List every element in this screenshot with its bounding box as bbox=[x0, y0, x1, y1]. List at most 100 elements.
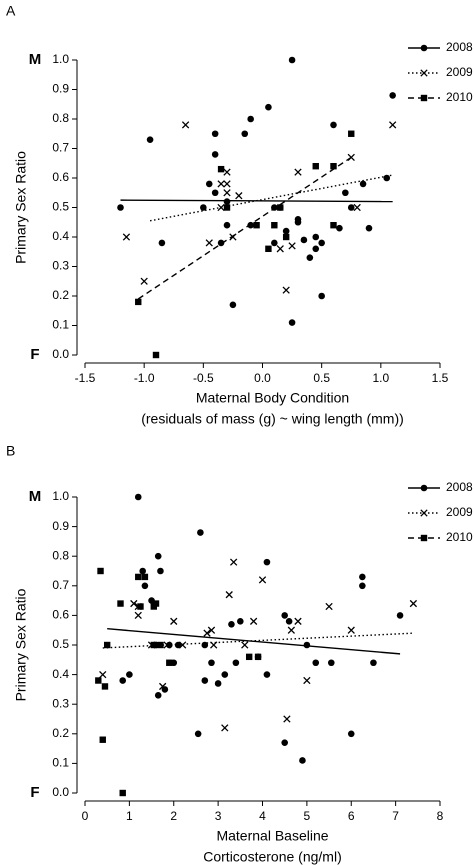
marker-square bbox=[95, 677, 102, 684]
marker-x bbox=[217, 203, 225, 212]
trend-line bbox=[107, 628, 401, 655]
marker-square bbox=[150, 641, 157, 649]
marker-circle bbox=[158, 239, 166, 247]
marker-circle bbox=[211, 189, 219, 197]
marker-x bbox=[249, 617, 258, 625]
marker-circle bbox=[330, 121, 337, 129]
x-tick-label: 2 bbox=[170, 809, 177, 823]
y-tick-label: 0.0 bbox=[52, 785, 69, 799]
marker-circle bbox=[211, 151, 219, 158]
marker-circle bbox=[303, 641, 311, 649]
marker-x bbox=[282, 286, 290, 294]
marker-square bbox=[119, 789, 126, 797]
marker-square bbox=[135, 573, 142, 581]
marker-circle bbox=[241, 130, 249, 138]
legend-label: 2008 bbox=[446, 40, 473, 54]
marker-circle bbox=[205, 180, 213, 188]
marker-square bbox=[245, 653, 253, 661]
y-tick-label: 0.8 bbox=[52, 111, 69, 125]
marker-circle bbox=[359, 180, 367, 188]
marker-circle bbox=[370, 659, 377, 667]
marker-circle bbox=[299, 757, 306, 764]
marker-x bbox=[235, 192, 243, 200]
marker-circle bbox=[229, 301, 237, 309]
marker-square bbox=[282, 233, 290, 241]
marker-x bbox=[158, 682, 167, 691]
y-tick-label: 0.5 bbox=[52, 200, 69, 214]
marker-circle bbox=[312, 245, 320, 253]
marker-circle bbox=[247, 115, 254, 123]
marker-circle bbox=[134, 493, 142, 501]
legend-label: 2009 bbox=[446, 65, 473, 79]
marker-square bbox=[135, 298, 142, 306]
y-tick-label: 0.6 bbox=[52, 608, 69, 622]
marker-square bbox=[166, 659, 173, 666]
y-tick-label: 0.6 bbox=[52, 170, 69, 184]
marker-circle bbox=[237, 618, 244, 625]
marker-circle bbox=[157, 567, 164, 575]
x-tick-label: 0.5 bbox=[313, 371, 330, 385]
legend-label: 2008 bbox=[446, 480, 473, 494]
y-tick-label: 0.2 bbox=[52, 726, 69, 740]
bottom-label: F bbox=[30, 346, 39, 363]
x-tick-label: 1.5 bbox=[432, 371, 449, 385]
marker-x bbox=[99, 670, 107, 679]
y-tick-label: 0.0 bbox=[52, 347, 69, 361]
marker-x bbox=[134, 611, 142, 620]
marker-square bbox=[330, 163, 337, 170]
marker-circle bbox=[347, 204, 355, 211]
legend-label: 2010 bbox=[446, 90, 473, 104]
panel: A 0.0 0.1 0.2 0.3 0.4 0.5 0.6 0.7 0.8 0.9 1.0 -1.5 -1… bbox=[6, 3, 473, 427]
marker-square bbox=[152, 600, 160, 607]
x-tick-label: -1.0 bbox=[134, 371, 155, 385]
x-tick-label: 4 bbox=[259, 809, 266, 823]
y-tick-label: 1.0 bbox=[52, 489, 69, 503]
trend-line bbox=[102, 632, 414, 649]
x-tick-label: -1.5 bbox=[75, 371, 96, 385]
x-axis-title: Maternal Baseline bbox=[216, 828, 328, 844]
x-tick-label: -0.5 bbox=[193, 371, 214, 385]
y-tick-label: 0.8 bbox=[52, 548, 69, 562]
marker-circle bbox=[318, 239, 325, 247]
marker-x bbox=[353, 203, 361, 212]
x-tick-label: 7 bbox=[392, 809, 399, 823]
marker-circle bbox=[318, 292, 325, 300]
marker-square bbox=[99, 736, 106, 743]
marker-square bbox=[330, 222, 337, 229]
marker-square bbox=[103, 641, 111, 649]
x-tick-label: 1 bbox=[126, 809, 133, 823]
marker-x bbox=[420, 69, 428, 77]
marker-x bbox=[178, 641, 187, 649]
y-axis-title: Primary Sex Ratio bbox=[13, 588, 29, 701]
marker-x bbox=[210, 641, 218, 649]
marker-circle bbox=[119, 677, 127, 684]
x-tick-label: 0.0 bbox=[254, 371, 271, 385]
marker-circle bbox=[282, 227, 290, 235]
legend-label: 2010 bbox=[446, 530, 473, 544]
marker-circle bbox=[271, 239, 278, 247]
marker-square bbox=[101, 683, 109, 690]
marker-circle bbox=[223, 221, 231, 229]
marker-circle bbox=[211, 130, 219, 138]
x-axis-title: (residuals of mass (g) ~ wing length (mm… bbox=[141, 411, 404, 427]
marker-square bbox=[265, 245, 272, 252]
y-tick-label: 0.5 bbox=[52, 637, 69, 651]
marker-circle bbox=[281, 612, 288, 619]
marker-circle bbox=[197, 529, 204, 536]
marker-square bbox=[217, 165, 225, 173]
marker-circle bbox=[312, 233, 320, 241]
marker-x bbox=[207, 626, 216, 634]
marker-square bbox=[97, 567, 104, 575]
marker-circle bbox=[294, 218, 302, 226]
marker-x bbox=[325, 602, 333, 611]
marker-circle bbox=[228, 620, 235, 628]
marker-circle bbox=[365, 224, 373, 232]
marker-circle bbox=[389, 92, 396, 99]
y-tick-label: 0.1 bbox=[52, 756, 69, 770]
y-tick-label: 0.9 bbox=[52, 519, 69, 533]
trend-line bbox=[149, 174, 393, 222]
y-tick-label: 0.7 bbox=[52, 578, 69, 592]
marker-x bbox=[163, 641, 171, 649]
